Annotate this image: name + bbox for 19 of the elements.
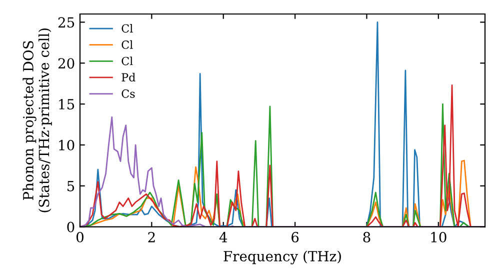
legend-label: Cs: [122, 89, 135, 98]
y-axis-title: Phonon projected DOS (States/THz·primitive cell): [22, 28, 52, 212]
y-tick-label: 15: [59, 99, 74, 110]
y-tick-label: 20: [58, 58, 74, 69]
x-tick-label: 6: [292, 232, 299, 242]
x-tick-label: 4: [219, 232, 228, 242]
y-tick-label: 25: [58, 17, 74, 28]
legend-label: Cl: [122, 24, 133, 33]
y-tick-label: 10: [59, 140, 74, 150]
x-tick-label: 2: [148, 232, 155, 242]
x-tick-label: 8: [363, 232, 370, 242]
x-tick-label: 0: [76, 232, 84, 242]
legend-label: Cl: [122, 40, 133, 49]
y-tick-label: 5: [67, 181, 74, 192]
legend-label: Cl: [122, 56, 133, 66]
legend-label: Pd: [122, 72, 136, 82]
y-tick-label: 0: [67, 222, 74, 232]
x-tick-label: 10: [431, 232, 446, 242]
x-axis-title: Frequency (THz): [224, 250, 341, 264]
